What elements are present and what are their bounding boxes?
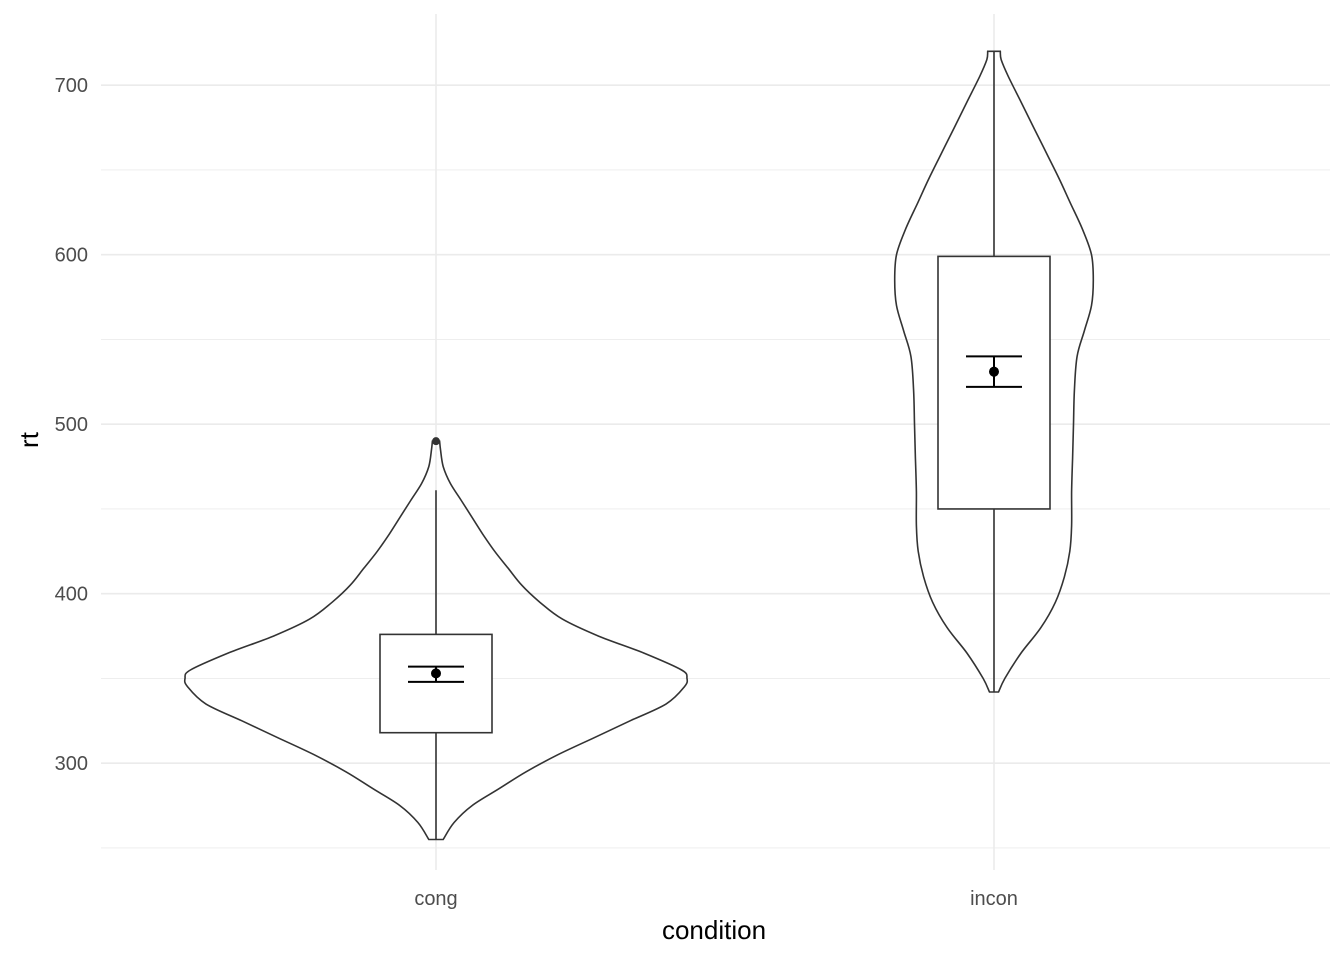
y-tick-label: 700 (55, 75, 88, 97)
y-tick-label: 300 (55, 753, 88, 775)
y-tick-label: 400 (55, 584, 88, 606)
box-cong (380, 634, 492, 732)
mean-errorbars (408, 356, 1022, 681)
y-axis-title: rt (14, 431, 44, 448)
x-axis-title: condition (662, 915, 766, 945)
mean-point-incon (989, 367, 999, 377)
y-tick-label: 600 (55, 245, 88, 267)
mean-point-cong (431, 668, 441, 678)
x-tick-label: cong (414, 888, 457, 910)
y-tick-label: 500 (55, 414, 88, 436)
x-axis-ticks: cong incon (414, 888, 1018, 910)
y-axis-ticks: 300 400 500 600 700 (55, 75, 88, 775)
x-tick-label: incon (970, 888, 1018, 910)
outlier-point (432, 437, 440, 445)
